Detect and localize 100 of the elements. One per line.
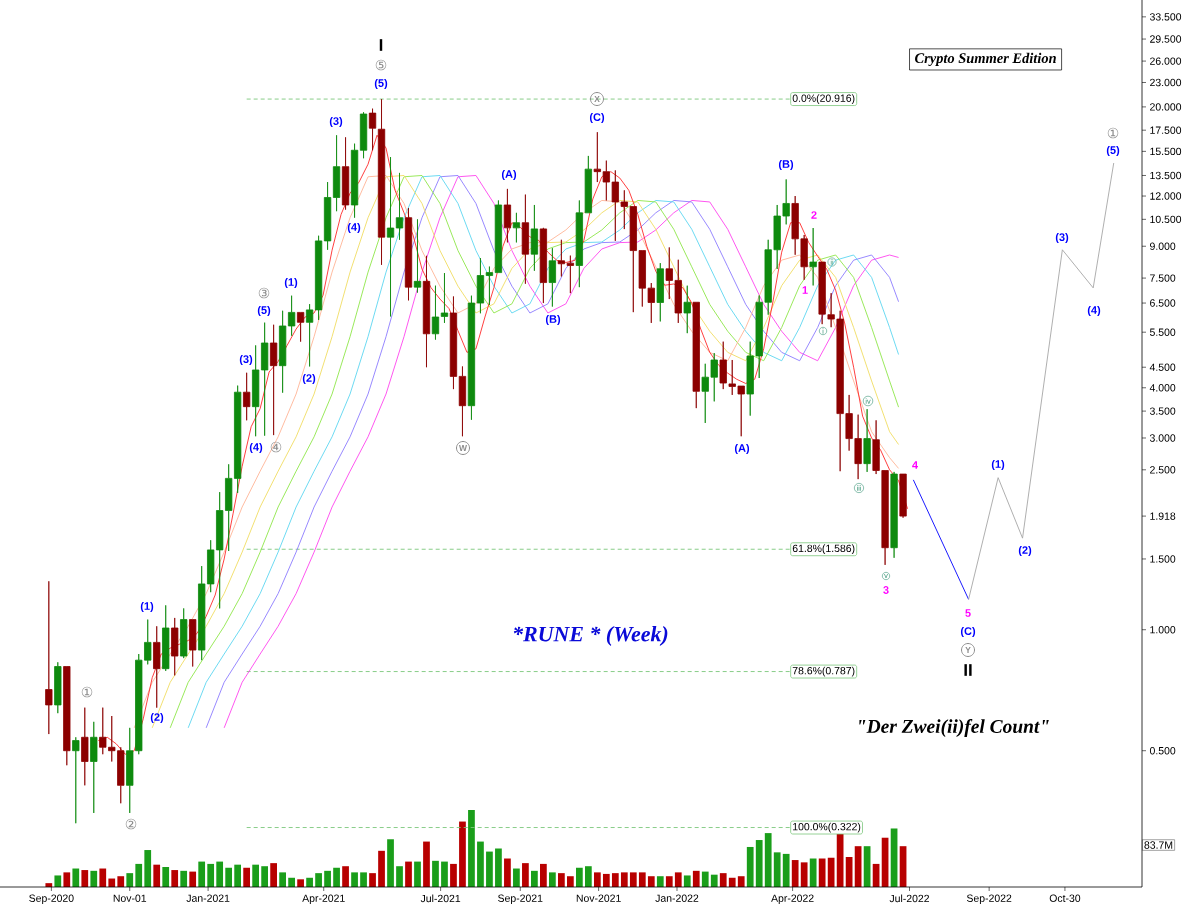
bar	[710, 874, 718, 887]
annotation: ①	[1107, 127, 1119, 139]
y-tick-label: 1.918	[1150, 512, 1176, 520]
bar	[728, 877, 736, 887]
candlestick	[368, 108, 377, 151]
ref-line-label: 78.6%(0.787)	[792, 666, 855, 677]
candlestick	[476, 257, 485, 314]
x-tick-label: Jul-2021	[420, 894, 461, 903]
candlestick	[305, 303, 314, 367]
y-tick-label: 1.000	[1150, 626, 1176, 634]
x-tick-label: Nov-2021	[576, 894, 621, 902]
annotation: (C)	[960, 626, 976, 638]
bar	[144, 850, 152, 887]
candlestick	[180, 608, 188, 659]
bar	[90, 870, 98, 887]
candlestick	[323, 181, 332, 251]
y-tick-label: 29.500	[1150, 35, 1182, 43]
bar	[800, 862, 808, 887]
bar	[647, 876, 655, 887]
bar	[360, 872, 367, 887]
bar	[324, 870, 331, 887]
bar	[674, 872, 682, 887]
bar	[54, 875, 62, 887]
annotation: W	[459, 445, 467, 451]
bar	[593, 872, 601, 887]
candlestick	[494, 200, 503, 273]
bar	[369, 873, 376, 887]
candlestick	[341, 136, 350, 211]
bar	[306, 877, 313, 887]
candlestick	[296, 312, 305, 343]
candlestick	[153, 625, 161, 709]
bar	[558, 873, 565, 887]
y-tick-label: 23.000	[1150, 78, 1182, 87]
candlestick	[278, 310, 287, 394]
bar	[297, 879, 304, 887]
candlestick	[863, 408, 871, 473]
bar	[279, 872, 286, 887]
bar	[522, 863, 529, 887]
bar	[477, 841, 484, 887]
annotation: (5)	[257, 305, 271, 317]
annotation: (2)	[150, 712, 164, 724]
bar	[459, 821, 466, 887]
y-tick-label: 2.500	[1150, 466, 1176, 474]
annotation: 5	[965, 609, 971, 617]
bar	[234, 864, 242, 887]
annotation: (A)	[734, 443, 750, 455]
bar	[611, 873, 619, 887]
bar	[656, 876, 664, 887]
annotation: 2	[811, 211, 817, 219]
bar	[99, 868, 107, 887]
bar	[135, 863, 143, 887]
candlestick	[350, 143, 359, 219]
annotation: ①	[81, 686, 93, 698]
bar	[755, 840, 763, 887]
annotation: (3)	[1055, 232, 1069, 244]
candlestick	[467, 295, 476, 421]
candlestick	[692, 301, 700, 409]
candlestick	[386, 156, 395, 317]
bar	[827, 857, 835, 887]
bar	[441, 861, 448, 887]
annotation: (4)	[1087, 305, 1101, 317]
bar	[486, 851, 493, 887]
candlestick	[269, 324, 278, 436]
x-tick-label: Apr-2022	[771, 894, 814, 904]
bar	[171, 870, 179, 887]
annotation: (3)	[329, 116, 343, 128]
bar	[351, 872, 358, 887]
bar	[818, 858, 826, 887]
candlestick	[171, 617, 179, 676]
text: 83.7M	[1144, 841, 1173, 849]
y-tick-label: 17.500	[1150, 126, 1182, 134]
candlestick	[539, 227, 548, 304]
y-tick-label: 4.500	[1149, 363, 1176, 371]
bar	[378, 850, 385, 887]
candlestick	[809, 227, 817, 286]
candlestick	[683, 285, 691, 334]
bar	[207, 863, 215, 887]
bar	[414, 861, 421, 887]
candlestick	[458, 366, 467, 437]
candlestick	[449, 296, 458, 390]
bar	[387, 839, 394, 887]
bar	[252, 864, 260, 887]
y-tick-label: 6.500	[1150, 299, 1176, 307]
annotation: ⑤	[375, 59, 387, 71]
bar	[540, 863, 547, 887]
bar	[423, 841, 430, 887]
y-tick-label: 15.500	[1150, 147, 1182, 156]
candlestick	[422, 255, 431, 368]
annotation: ②	[125, 818, 137, 830]
candlestick	[485, 266, 494, 306]
bar	[216, 861, 224, 887]
x-tick-label: Jan-2021	[186, 894, 230, 902]
bar	[72, 868, 80, 887]
x-tick-label: Apr-2021	[302, 894, 345, 904]
bar	[504, 858, 511, 887]
bar	[683, 875, 691, 887]
y-tick-label: 10.500	[1150, 215, 1182, 224]
x-tick-label: Sep-2020	[29, 894, 74, 904]
bar	[180, 870, 188, 887]
bar	[468, 810, 475, 887]
